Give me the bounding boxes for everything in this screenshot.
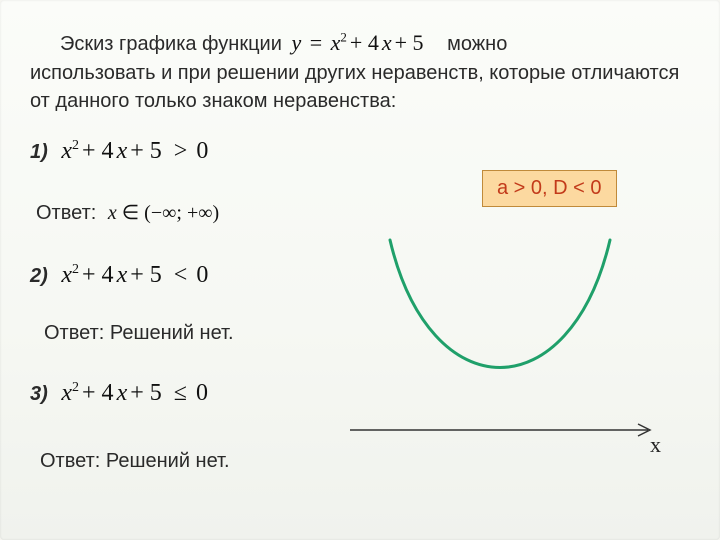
answer-text: Решений нет.	[106, 450, 230, 472]
intro-prefix: Эскиз графика функции	[60, 33, 282, 55]
item-expr: x2+ 4x+ 5 < 0	[53, 262, 208, 288]
item-expr: x2+ 4x+ 5 ≤ 0	[53, 380, 208, 406]
x-axis	[350, 420, 660, 440]
condition-box: a > 0, D < 0	[482, 170, 617, 207]
item-marker: 3)	[30, 383, 48, 405]
item-expr: x2+ 4x+ 5 > 0	[53, 138, 208, 164]
intro-text: Эскиз графика функции y = x2+ 4x+ 5 можн…	[30, 28, 690, 115]
inequality-2: 2) x2+ 4x+ 5 < 0	[30, 262, 208, 289]
intro-mid: можно	[447, 33, 507, 55]
inequality-3: 3) x2+ 4x+ 5 ≤ 0	[30, 380, 208, 407]
answer-3: Ответ: Решений нет.	[40, 450, 230, 473]
answer-text: Решений нет.	[110, 322, 234, 344]
intro-formula: y = x2+ 4x+ 5	[287, 30, 436, 55]
item-marker: 2)	[30, 265, 48, 287]
answer-label: Ответ:	[44, 322, 104, 344]
inequality-1: 1) x2+ 4x+ 5 > 0	[30, 138, 208, 165]
answer-label: Ответ:	[36, 202, 96, 224]
parabola-curve	[370, 230, 630, 400]
intro-rest: использовать и при решении других нераве…	[30, 62, 679, 112]
answer-math: x ∈ (−∞; +∞)	[102, 202, 219, 224]
item-marker: 1)	[30, 141, 48, 163]
answer-1: Ответ: x ∈ (−∞; +∞)	[36, 200, 219, 225]
slide-root: Эскиз графика функции y = x2+ 4x+ 5 можн…	[0, 0, 720, 540]
answer-2: Ответ: Решений нет.	[44, 322, 234, 345]
answer-label: Ответ:	[40, 450, 100, 472]
x-axis-label: х	[650, 432, 661, 458]
